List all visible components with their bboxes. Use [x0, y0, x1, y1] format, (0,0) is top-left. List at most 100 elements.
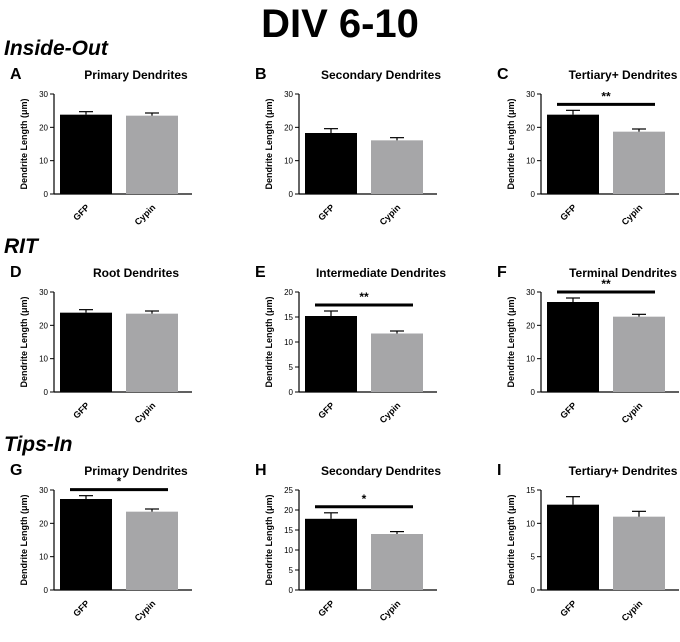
y-tick-label: 20	[526, 123, 535, 132]
y-tick-label: 0	[44, 190, 49, 199]
y-axis-title: Dendrite Length (μm)	[264, 296, 274, 387]
bar-gfp	[547, 504, 599, 590]
bar-cypin	[613, 516, 665, 590]
y-tick-label: 0	[531, 388, 536, 397]
category-label-cypin: Cypin	[133, 400, 158, 425]
y-tick-label: 0	[44, 388, 49, 397]
y-tick-label: 0	[44, 586, 49, 595]
panel-letter: F	[497, 264, 507, 281]
y-axis-title: Dendrite Length (μm)	[506, 296, 516, 387]
bar-chart-i: 0 5 10 15 Dendrite Length (μm) GFP Cypin	[506, 486, 679, 623]
category-label-cypin: Cypin	[620, 400, 645, 425]
panel-g: G Primary Dendrites 0 10 20 30 Dendrite Leng…	[10, 462, 230, 642]
panel-letter: C	[497, 66, 509, 83]
panel-letter: B	[255, 66, 267, 83]
category-label-gfp: GFP	[316, 400, 336, 420]
bar-chart-b: 0 10 20 30 Dendrite Length (μm) GFP Cypin	[264, 90, 437, 227]
y-tick-label: 10	[526, 157, 535, 166]
y-tick-label: 0	[289, 388, 294, 397]
y-tick-label: 10	[284, 157, 293, 166]
panel-title: Intermediate Dendrites	[315, 266, 447, 280]
category-label-cypin: Cypin	[378, 598, 403, 623]
panel-f: F Terminal Dendrites 0 10 20 30 Dendrite Len…	[497, 264, 680, 444]
bar-gfp	[547, 114, 599, 194]
y-tick-label: 15	[284, 526, 293, 535]
y-axis-title: Dendrite Length (μm)	[19, 494, 29, 585]
y-tick-label: 0	[531, 586, 536, 595]
panel-letter: H	[255, 462, 267, 479]
bar-chart-c: 0 10 20 30 Dendrite Length (μm) GFP Cypin **	[506, 89, 679, 227]
y-tick-label: 30	[39, 288, 48, 297]
panel-title: Terminal Dendrites	[569, 266, 677, 280]
category-label-cypin: Cypin	[620, 202, 645, 227]
bar-cypin	[613, 316, 665, 392]
y-axis-title: Dendrite Length (μm)	[506, 98, 516, 189]
y-tick-label: 20	[39, 123, 48, 132]
y-tick-label: 30	[284, 90, 293, 99]
category-label-gfp: GFP	[558, 202, 578, 222]
panel-letter: A	[10, 66, 22, 83]
bar-chart-g: 0 10 20 30 Dendrite Length (μm) GFP Cypin *	[19, 475, 192, 623]
significance-marker: **	[601, 277, 611, 291]
y-tick-label: 30	[39, 486, 48, 495]
bar-chart-f: 0 10 20 30 Dendrite Length (μm) GFP Cypin **	[506, 277, 679, 425]
y-tick-label: 25	[284, 486, 293, 495]
bar-cypin	[613, 131, 665, 194]
y-tick-label: 5	[531, 553, 536, 562]
panel-title: Tertiary+ Dendrites	[568, 68, 678, 82]
panel-letter: G	[10, 462, 23, 479]
y-tick-label: 10	[284, 338, 293, 347]
category-label-cypin: Cypin	[133, 202, 158, 227]
panel-title: Root Dendrites	[92, 266, 179, 280]
y-tick-label: 10	[39, 355, 48, 364]
category-label-gfp: GFP	[71, 598, 91, 618]
panel-i: I Tertiary+ Dendrites 0 5 10 15 Dendrite Len…	[497, 462, 680, 642]
figure-title: DIV 6-10	[261, 2, 419, 46]
panel-letter: I	[497, 462, 502, 479]
bar-gfp	[305, 518, 357, 590]
panel-title: Secondary Dendrites	[320, 68, 442, 82]
y-axis-title: Dendrite Length (μm)	[19, 98, 29, 189]
bar-gfp	[60, 312, 112, 392]
bar-gfp	[60, 114, 112, 194]
bar-cypin	[126, 313, 178, 392]
panel-h: H Secondary Dendrites 0 5 10 15 20 25 Dendrite…	[255, 462, 475, 642]
y-tick-label: 20	[284, 288, 293, 297]
y-tick-label: 30	[39, 90, 48, 99]
category-label-gfp: GFP	[316, 598, 336, 618]
y-tick-label: 20	[526, 321, 535, 330]
category-label-cypin: Cypin	[378, 202, 403, 227]
section-title-tips-in: Tips-In	[4, 433, 73, 456]
category-label-gfp: GFP	[71, 202, 91, 222]
y-axis-title: Dendrite Length (μm)	[264, 494, 274, 585]
panel-b: B Secondary Dendrites 0 10 20 30 Dendrite Le…	[255, 66, 475, 246]
y-tick-label: 20	[39, 519, 48, 528]
section-title-rit: RIT	[4, 235, 38, 258]
panel-title: Tertiary+ Dendrites	[568, 464, 678, 478]
significance-marker: *	[362, 492, 367, 506]
panel-letter: E	[255, 264, 266, 281]
y-tick-label: 0	[289, 190, 294, 199]
y-tick-label: 20	[284, 506, 293, 515]
significance-marker: **	[601, 89, 611, 103]
panel-title: Primary Dendrites	[84, 464, 188, 478]
panel-d: D Root Dendrites 0 10 20 30 Dendrite Length …	[10, 264, 230, 444]
y-tick-label: 10	[284, 546, 293, 555]
y-axis-title: Dendrite Length (μm)	[19, 296, 29, 387]
y-tick-label: 20	[39, 321, 48, 330]
y-tick-label: 15	[284, 313, 293, 322]
category-label-cypin: Cypin	[133, 598, 158, 623]
category-label-gfp: GFP	[558, 400, 578, 420]
bar-cypin	[126, 115, 178, 194]
y-tick-label: 5	[289, 566, 294, 575]
bar-cypin	[126, 511, 178, 590]
y-tick-label: 10	[526, 519, 535, 528]
bar-chart-d: 0 10 20 30 Dendrite Length (μm) GFP Cypin	[19, 288, 192, 425]
y-tick-label: 5	[289, 363, 294, 372]
panel-letter: D	[10, 264, 22, 281]
panel-a: A Primary Dendrites 0 10 20 30 Dendrite Leng…	[10, 66, 230, 246]
section-title-inside-out: Inside-Out	[4, 37, 108, 60]
bar-chart-h: 0 5 10 15 20 25 Dendrite Length (μm) GFP Cypin *	[264, 486, 437, 623]
category-label-cypin: Cypin	[378, 400, 403, 425]
bar-gfp	[305, 133, 357, 194]
